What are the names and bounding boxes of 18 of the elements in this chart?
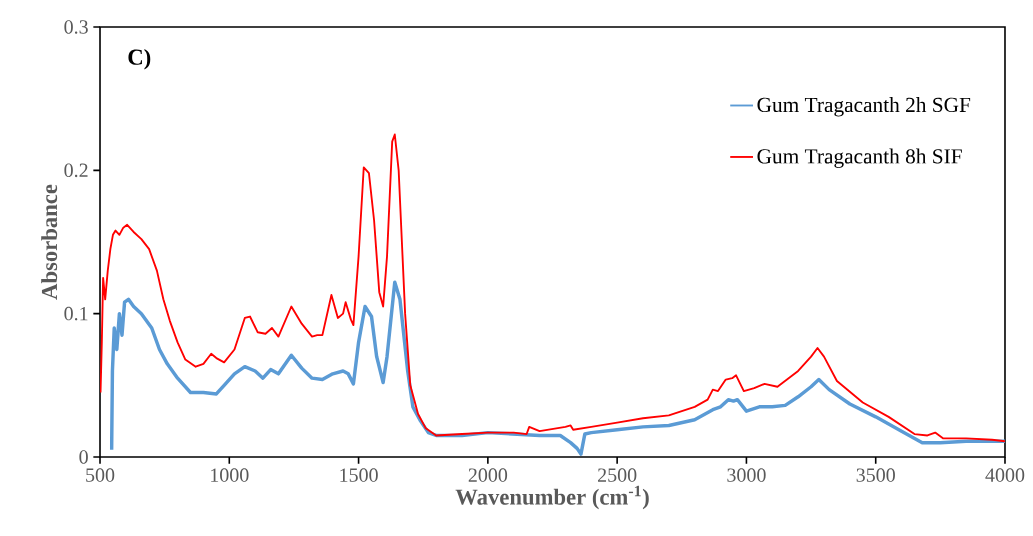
line-series bbox=[100, 133, 1005, 443]
y-tick-label: 0.2 bbox=[64, 163, 88, 178]
legend-label: Gum Tragacanth 8h SIF bbox=[757, 148, 962, 168]
y-axis-title: Absorbance bbox=[41, 184, 58, 300]
annotation: C) bbox=[128, 48, 151, 70]
x-tick-label: 2000 bbox=[468, 468, 508, 482]
y-tick-label: 0.1 bbox=[64, 306, 88, 321]
x-tick-label: 4000 bbox=[985, 468, 1025, 482]
x-tick-label: 1500 bbox=[340, 468, 378, 482]
y-tick-label: 0.3 bbox=[64, 20, 88, 34]
x-tick-label: 3000 bbox=[727, 468, 766, 482]
y-tick-label: 0 bbox=[79, 450, 88, 464]
x-tick-label: 2500 bbox=[598, 468, 637, 482]
x-tick-label: 1000 bbox=[211, 468, 249, 482]
x-tick-label: 3500 bbox=[856, 468, 895, 482]
x-tick-label: 500 bbox=[86, 468, 115, 482]
legend-label: Gum Tragacanth 2h SGF bbox=[757, 97, 971, 117]
x-axis-title: Wavenumber (cm$^{-1}$) bbox=[455, 485, 649, 510]
